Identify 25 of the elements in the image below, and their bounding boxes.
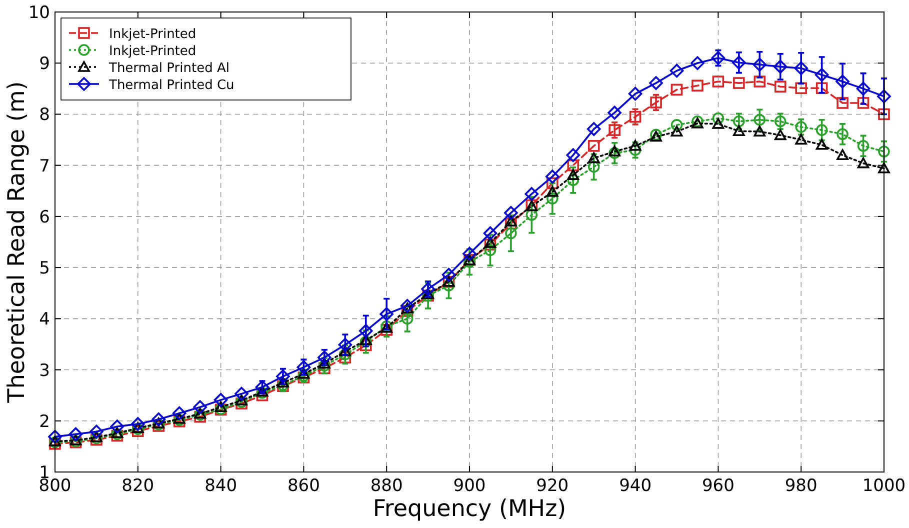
- x-tick-label: 920: [536, 476, 569, 496]
- legend-label: Thermal Printed Cu: [108, 78, 234, 93]
- x-tick-label: 940: [619, 476, 652, 496]
- y-tick-label: 7: [39, 156, 50, 176]
- y-tick-label: 6: [39, 207, 50, 228]
- x-tick-label: 980: [784, 476, 818, 496]
- y-axis-title: Theoretical Read Range (m): [4, 81, 30, 404]
- y-tick-label: 3: [39, 360, 50, 381]
- y-tick-label: 2: [39, 412, 50, 432]
- legend-label: Thermal Printed Al: [108, 61, 230, 76]
- legend-label: Inkjet-Printed: [109, 27, 196, 42]
- y-tick-label: 4: [39, 310, 50, 330]
- x-tick-label: 880: [370, 476, 403, 496]
- x-tick-label: 840: [204, 476, 238, 496]
- y-tick-label: 9: [39, 54, 50, 74]
- y-tick-label: 8: [39, 105, 50, 126]
- x-tick-label: 820: [122, 476, 154, 496]
- x-axis-title: Frequency (MHz): [372, 496, 566, 522]
- x-tick-label: 1000: [862, 476, 906, 496]
- x-tick-label: 860: [287, 476, 320, 496]
- x-tick-label: 900: [453, 476, 486, 496]
- x-tick-label: 960: [702, 476, 734, 496]
- y-tick-label: 10: [28, 3, 50, 23]
- y-tick-label: 5: [39, 258, 50, 279]
- legend-label: Inkjet-Printed: [109, 44, 196, 59]
